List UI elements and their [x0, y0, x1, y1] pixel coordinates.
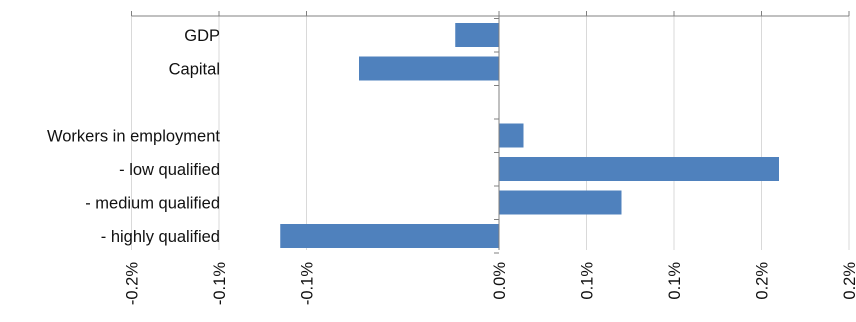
- category-label: GDP: [184, 27, 220, 45]
- bar: [499, 123, 524, 148]
- bar: [455, 23, 499, 47]
- bars: [280, 23, 779, 248]
- x-tick-label: 0.1%: [666, 262, 684, 300]
- tick-labels: -0.2% -0.1% -0.1% 0.0% 0.1% 0.1% 0.2% 0.2%: [124, 262, 856, 305]
- category-label: - medium qualified: [85, 195, 220, 213]
- x-tick-label: 0.1%: [579, 262, 597, 300]
- x-tick-label: 0.2%: [841, 262, 856, 300]
- bar: [499, 157, 779, 181]
- x-tick-label: 0.2%: [754, 262, 772, 300]
- category-label: Capital: [169, 61, 220, 79]
- category-label: Workers in employment: [47, 128, 220, 146]
- axes: [131, 11, 850, 254]
- x-tick-label: 0.0%: [491, 262, 509, 300]
- x-tick-label: -0.1%: [211, 262, 229, 305]
- bar: [280, 224, 499, 248]
- x-tick-label: -0.2%: [124, 262, 142, 305]
- bar: [359, 56, 499, 81]
- category-label: - highly qualified: [101, 228, 220, 246]
- category-label: - low qualified: [119, 161, 220, 179]
- x-tick-label: -0.1%: [299, 262, 317, 305]
- category-labels: GDP Capital Workers in employment - low qua…: [47, 27, 220, 246]
- gridlines: [131, 16, 850, 250]
- bar: [499, 190, 622, 215]
